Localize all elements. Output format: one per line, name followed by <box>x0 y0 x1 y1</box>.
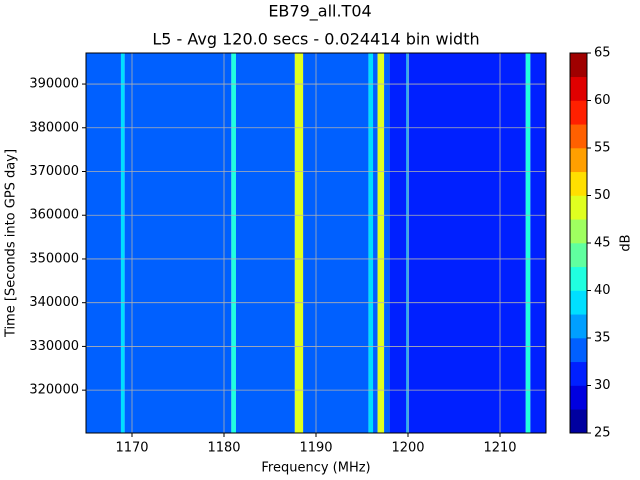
y-tick-label: 340000 <box>29 295 79 310</box>
heatmap-cell <box>408 53 526 433</box>
y-tick-label: 360000 <box>29 208 79 223</box>
colorbar-tick-label: 45 <box>594 236 611 251</box>
colorbar-level <box>570 53 587 78</box>
plot-frame <box>85 52 547 434</box>
colorbar-tick-label: 60 <box>594 93 611 108</box>
colorbar-level <box>570 219 587 244</box>
colorbar-level <box>570 148 587 173</box>
colorbar-level <box>570 385 587 410</box>
chart-subtitle: L5 - Avg 120.0 secs - 0.024414 bin width <box>152 30 479 49</box>
colorbar-level <box>570 100 587 125</box>
heatmap-cell <box>294 53 304 433</box>
colorbar-label: dB <box>619 234 634 251</box>
colorbar-level <box>570 409 587 434</box>
colorbar-tick-label: 65 <box>594 46 611 61</box>
x-tick-label: 1210 <box>483 441 516 456</box>
heatmap-cell <box>530 53 546 433</box>
y-tick-label: 380000 <box>29 120 79 135</box>
heatmap-cell <box>124 53 232 433</box>
x-tick-label: 1180 <box>207 441 240 456</box>
heatmap-cell <box>389 53 407 433</box>
heatmap-cell <box>525 53 531 433</box>
heatmap-cell <box>120 53 125 433</box>
y-tick-label: 320000 <box>29 383 79 398</box>
y-tick-label: 390000 <box>29 77 79 92</box>
x-tick-label: 1200 <box>391 441 424 456</box>
colorbar-level <box>570 338 587 363</box>
heatmap-cell <box>86 53 121 433</box>
heatmap-cell <box>368 53 374 433</box>
chart-title: EB79_all.T04 <box>268 2 371 22</box>
colorbar-level <box>570 314 587 339</box>
colorbar-level <box>570 124 587 149</box>
heatmap-cell <box>373 53 378 433</box>
x-axis-label: Frequency (MHz) <box>261 461 370 476</box>
colorbar-tick-label: 40 <box>594 283 611 298</box>
colorbar-tick-label: 25 <box>594 426 611 441</box>
heatmap-cell <box>231 53 236 433</box>
colorbar-level <box>570 266 587 291</box>
heatmap-cell <box>235 53 295 433</box>
colorbar-tick-label: 50 <box>594 188 611 203</box>
colorbar-level <box>570 243 587 268</box>
colorbar-level <box>570 76 587 101</box>
colorbar-tick-label: 55 <box>594 141 611 156</box>
colorbar-level <box>570 171 587 196</box>
colorbar-tick-label: 30 <box>594 378 611 393</box>
colorbar-level <box>570 195 587 220</box>
y-tick-label: 350000 <box>29 251 79 266</box>
heatmap-cell <box>303 53 369 433</box>
x-tick-label: 1190 <box>299 441 332 456</box>
heatmap-cell <box>377 53 385 433</box>
heatmap-cell <box>384 53 390 433</box>
y-axis-label: Time [Seconds into GPS day] <box>4 149 19 338</box>
colorbar-tick-label: 35 <box>594 331 611 346</box>
y-tick-label: 330000 <box>29 339 79 354</box>
heatmap-cell <box>406 53 409 433</box>
colorbar-level <box>570 290 587 315</box>
x-tick-label: 1170 <box>115 441 148 456</box>
colorbar-level <box>570 361 587 386</box>
y-tick-label: 370000 <box>29 164 79 179</box>
